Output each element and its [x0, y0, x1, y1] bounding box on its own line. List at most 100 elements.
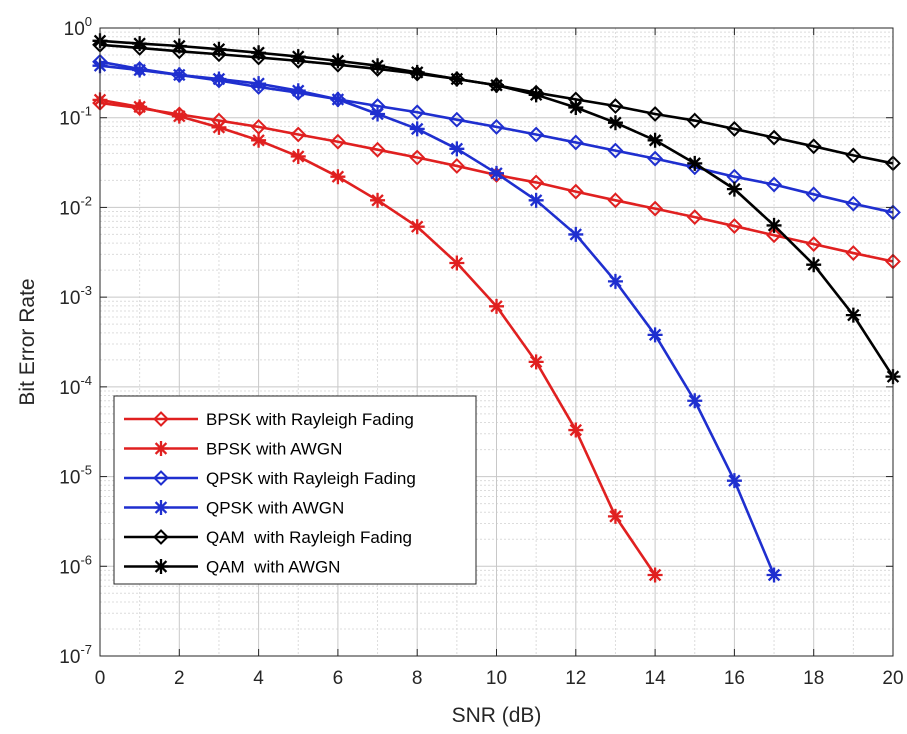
y-axis-title: Bit Error Rate [16, 278, 39, 405]
asterisk-marker [607, 508, 623, 524]
diamond-marker [409, 149, 426, 166]
legend-label: BPSK with AWGN [206, 440, 342, 459]
asterisk-marker [806, 257, 822, 273]
y-tick-label: 10-1 [59, 104, 92, 130]
asterisk-marker [153, 559, 169, 574]
series-layer [92, 33, 901, 583]
diamond-marker [567, 134, 584, 151]
diamond-marker [607, 98, 624, 114]
y-tick-label: 10-5 [59, 463, 92, 489]
asterisk-marker [607, 115, 623, 131]
diamond-marker [131, 39, 148, 56]
legend-label: BPSK with Rayleigh Fading [206, 410, 414, 429]
diamond-marker [488, 118, 505, 135]
diamond-marker [726, 121, 743, 137]
diamond-marker [766, 227, 782, 244]
x-axis-title: SNR (dB) [452, 704, 542, 727]
asterisk-marker [290, 148, 306, 164]
x-tick-label: 8 [412, 668, 423, 689]
asterisk-marker [726, 473, 742, 489]
asterisk-marker [766, 217, 782, 233]
asterisk-marker [489, 77, 504, 93]
diamond-marker [845, 147, 862, 164]
asterisk-marker [726, 181, 742, 197]
diamond-marker [153, 411, 169, 427]
asterisk-marker [251, 132, 267, 148]
x-tick-label: 6 [333, 668, 344, 689]
legend-item: QAM with AWGN [124, 558, 340, 577]
asterisk-marker [528, 192, 544, 208]
diamond-marker [528, 126, 545, 143]
x-tick-label: 18 [803, 668, 824, 689]
diamond-marker [686, 112, 703, 129]
diamond-marker [805, 236, 822, 253]
diamond-marker [805, 138, 822, 155]
asterisk-marker [370, 58, 386, 74]
y-tick-label: 10-7 [59, 642, 92, 668]
asterisk-marker [330, 53, 346, 69]
asterisk-marker [153, 441, 169, 456]
diamond-marker [766, 129, 782, 146]
y-tick-label: 10-3 [59, 283, 92, 309]
diamond-marker [607, 142, 624, 159]
asterisk-marker [766, 567, 782, 583]
asterisk-marker [687, 155, 703, 171]
asterisk-marker [607, 273, 623, 289]
legend-label: QPSK with AWGN [206, 499, 344, 518]
asterisk-marker [568, 99, 584, 115]
x-tick-label: 0 [95, 668, 106, 689]
diamond-marker [805, 186, 822, 203]
series-2 [92, 53, 901, 221]
asterisk-marker [153, 500, 169, 515]
asterisk-marker [330, 91, 346, 107]
diamond-marker [845, 195, 862, 212]
x-tick-label: 16 [724, 668, 745, 689]
y-tick-label: 100 [64, 14, 92, 40]
x-tick-label: 2 [174, 668, 185, 689]
series-1 [92, 92, 663, 583]
diamond-marker [250, 49, 267, 66]
x-tick-label: 14 [645, 668, 667, 689]
legend-item: QAM with Rayleigh Fading [124, 528, 412, 547]
asterisk-marker [845, 307, 861, 323]
diamond-marker [726, 218, 743, 234]
asterisk-marker [449, 71, 465, 87]
diamond-marker [448, 158, 465, 174]
asterisk-marker [251, 76, 267, 92]
asterisk-marker [647, 132, 663, 148]
legend-item: BPSK with AWGN [124, 440, 342, 459]
asterisk-marker [132, 62, 148, 78]
x-tick-label: 20 [882, 668, 903, 689]
diamond-marker [369, 141, 386, 158]
asterisk-marker [647, 567, 663, 583]
diamond-marker [766, 176, 782, 193]
y-tick-label: 10-6 [59, 552, 92, 578]
asterisk-marker [409, 64, 425, 80]
asterisk-marker [290, 83, 306, 99]
y-tick-label: 10-2 [59, 193, 92, 219]
y-tick-labels: 100 10-1 10-2 10-3 10-4 10-5 10-6 10-7 [59, 14, 92, 668]
y-tick-label: 10-4 [59, 373, 92, 399]
diamond-marker [153, 470, 169, 486]
asterisk-marker [171, 38, 187, 54]
legend: BPSK with Rayleigh Fading BPSK with AWGN Q… [113, 395, 477, 585]
series-line [99, 60, 894, 214]
asterisk-marker [211, 71, 227, 87]
asterisk-marker [568, 226, 584, 242]
diamond-marker [686, 209, 703, 226]
asterisk-marker [132, 36, 148, 52]
asterisk-marker [489, 298, 504, 314]
diamond-marker [329, 133, 346, 150]
x-tick-label: 12 [565, 668, 586, 689]
asterisk-marker [528, 87, 544, 103]
diamond-marker [647, 200, 664, 217]
asterisk-marker [211, 41, 227, 57]
asterisk-marker [251, 45, 267, 61]
asterisk-marker [409, 121, 425, 137]
tick-marks [99, 27, 894, 657]
asterisk-marker [647, 327, 663, 343]
legend-item: QPSK with AWGN [124, 499, 344, 518]
asterisk-marker [370, 106, 386, 122]
legend-item: QPSK with Rayleigh Fading [124, 469, 416, 488]
